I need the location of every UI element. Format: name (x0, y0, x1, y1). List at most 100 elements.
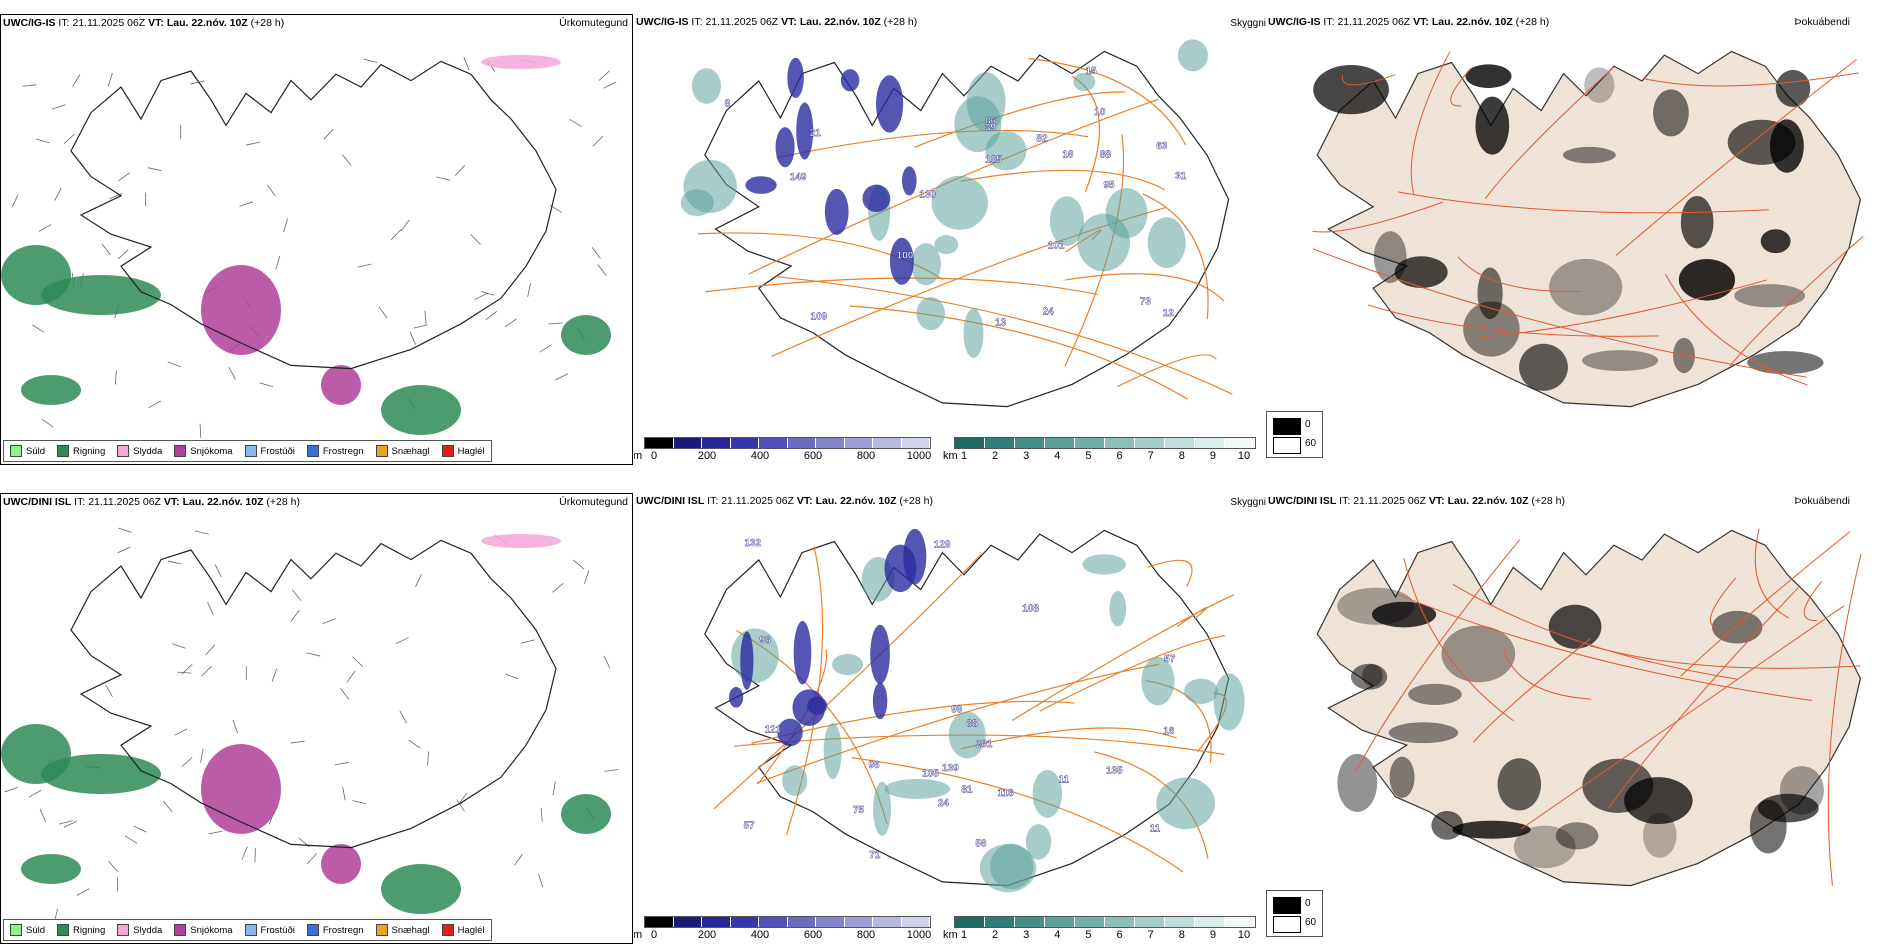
wind-barb (555, 373, 569, 381)
wind-barb (58, 820, 73, 825)
visibility-area (948, 711, 986, 759)
wind-barb (174, 728, 188, 736)
fog-index-area (1519, 343, 1568, 391)
legend-item: Frostúði (244, 924, 295, 936)
colorbar-bin (873, 438, 902, 448)
ceiling-value-label: 56 (975, 838, 987, 849)
ceiling-value-label: 24 (1043, 307, 1055, 318)
legend-label: Rigning (73, 924, 106, 936)
legend-swatch (10, 924, 22, 936)
fog-index-area (1680, 196, 1714, 249)
iceland-landmass (1316, 529, 1862, 887)
wind-barb (583, 570, 590, 584)
fog-index-area (1408, 683, 1462, 705)
wind-barb (342, 154, 352, 166)
ceiling-area (775, 127, 795, 168)
colorbar-unit: m (634, 929, 643, 941)
wind-barb (413, 324, 428, 329)
colorbar-bin (1135, 917, 1165, 927)
ceiling-value-label: 71 (869, 850, 881, 861)
wind-barb (352, 656, 364, 667)
colorbar-tick-label: 5 (1085, 450, 1092, 462)
ceiling-area (903, 528, 927, 585)
road-line (1615, 59, 1857, 256)
fog-legend: 0 60 (1266, 411, 1323, 458)
visibility-area (1105, 188, 1148, 239)
colorbar-tick-label: 10 (1237, 929, 1251, 941)
road-line (1452, 583, 1737, 680)
fog-high-swatch (1273, 897, 1301, 914)
fog-legend: 0 60 (1266, 890, 1323, 937)
panel-header: UWC/DINI ISL IT: 21.11.2025 06Z VT: Lau.… (636, 495, 933, 507)
colorbar-tick-label: 200 (697, 450, 717, 462)
road-line (1147, 559, 1193, 587)
ceiling-value-label: 105 (922, 769, 939, 780)
fog-index-area (1388, 722, 1459, 744)
wind-barb (167, 560, 182, 565)
wind-barb (455, 165, 466, 176)
colorbar-bin (844, 438, 873, 448)
legend-label: Snjókoma (190, 445, 233, 457)
wind-barb (323, 128, 334, 140)
colorbar-tick-label: 800 (856, 929, 876, 941)
wind-barb (552, 583, 564, 593)
road-line (1117, 354, 1217, 388)
wind-barb (199, 423, 202, 438)
wind-barb (458, 792, 468, 805)
ceiling-value-label: 12 (1163, 308, 1175, 319)
wind-barb (290, 609, 300, 622)
wind-barb (39, 809, 47, 823)
colorbar-bin (1135, 438, 1165, 448)
wind-barb (36, 138, 50, 144)
legend-item: Slydda (117, 445, 162, 457)
visibility-area (782, 765, 808, 796)
wind-barb (133, 825, 147, 833)
wind-barb (436, 176, 451, 181)
wind-barb (63, 821, 77, 828)
road-line (1398, 191, 1769, 214)
precip-legend: Súld Rigning Slydda Snjókoma Frostúði Frostre… (3, 919, 492, 941)
road-line (914, 91, 1126, 148)
visibility-area (1073, 72, 1096, 92)
wind-barb (514, 853, 523, 866)
wind-barb (322, 618, 337, 624)
fog-index-area (1362, 663, 1383, 687)
wind-barb (409, 331, 416, 345)
wind-barb (54, 187, 62, 201)
wind-barb (340, 688, 350, 700)
legend-swatch (375, 445, 388, 457)
ceiling-value-label: 86 (985, 116, 997, 127)
panel-header: UWC/DINI ISL IT: 21.11.2025 06Z VT: Lau.… (3, 496, 300, 508)
ceiling-value-label: 10 (1094, 107, 1106, 118)
ceiling-area (729, 686, 744, 708)
legend-item: Frostúði (244, 445, 295, 457)
wind-barb (105, 684, 113, 697)
wind-barb (11, 194, 19, 208)
visibility-area (1156, 777, 1215, 830)
wind-barb (540, 807, 543, 822)
ceiling-value-label: 24 (938, 798, 950, 809)
colorbar-bin (1105, 438, 1135, 448)
ceiling-value-label: 95 (1103, 180, 1115, 191)
ceiling-value-label: 63 (1156, 141, 1168, 152)
visibility-area (911, 243, 941, 286)
wind-barb (505, 673, 519, 680)
fog-index-area (1513, 825, 1576, 869)
ceiling-area (745, 176, 777, 194)
panel-header: UWC/DINI ISL IT: 21.11.2025 06Z VT: Lau.… (1268, 495, 1565, 507)
colorbar-tick-label: 8 (1178, 929, 1185, 941)
colorbar-bin (730, 917, 759, 927)
ceiling-value-label: 82 (1036, 133, 1048, 144)
precip-panel-top: UWC/IG-IS IT: 21.11.2025 06Z VT: Lau. 22… (0, 14, 633, 465)
road-line (1367, 304, 1659, 337)
ceiling-area (793, 621, 812, 685)
colorbar-bin (1195, 438, 1225, 448)
ceiling-area (889, 237, 914, 285)
wind-barb (200, 748, 204, 763)
colorbar-tick-label: 5 (1085, 929, 1092, 941)
wind-barb (306, 853, 317, 865)
ceiling-area (875, 75, 904, 133)
wind-barb (117, 546, 131, 554)
ceiling-value-label: 139 (942, 763, 959, 774)
road-line (734, 734, 1225, 756)
